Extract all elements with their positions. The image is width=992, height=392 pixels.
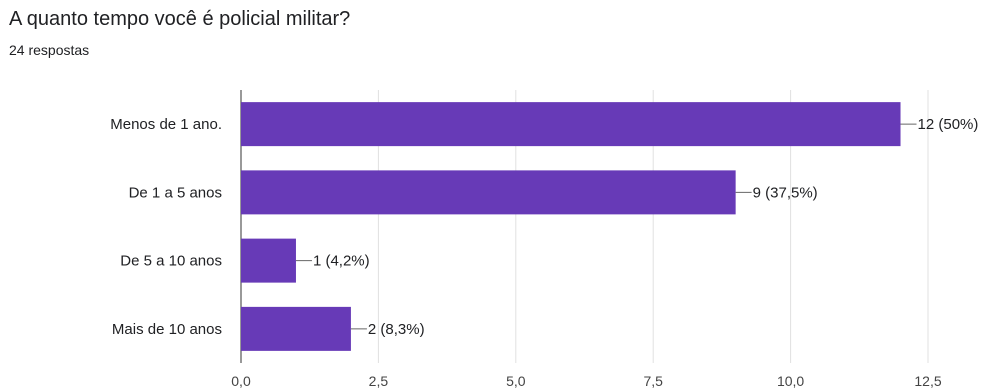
bar [241, 238, 296, 283]
x-tick-label: 5,0 [506, 373, 526, 389]
category-label: Mais de 10 anos [112, 321, 222, 338]
bar [241, 102, 901, 147]
data-label: 2 (8,3%) [368, 321, 425, 338]
x-tick-label: 0,0 [231, 373, 251, 389]
response-count: 24 respostas [9, 42, 90, 58]
category-label: Menos de 1 ano. [110, 116, 222, 133]
category-label: De 1 a 5 anos [129, 184, 222, 201]
question-title: A quanto tempo você é policial militar? [9, 8, 351, 30]
data-label: 1 (4,2%) [313, 253, 370, 270]
bar [241, 306, 351, 351]
data-label: 12 (50%) [918, 116, 979, 133]
bars [241, 102, 901, 351]
category-label: De 5 a 10 anos [120, 253, 222, 270]
x-tick-label: 10,0 [777, 373, 804, 389]
data-label: 9 (37,5%) [753, 184, 818, 201]
x-tick-label: 12,5 [914, 373, 941, 389]
labels: 0,0 2,5 5,0 7,5 10,0 12,5 Menos de 1 ano. 12 (5… [110, 116, 978, 389]
x-tick-label: 2,5 [369, 373, 389, 389]
bar [241, 170, 736, 215]
x-tick-label: 7,5 [643, 373, 663, 389]
